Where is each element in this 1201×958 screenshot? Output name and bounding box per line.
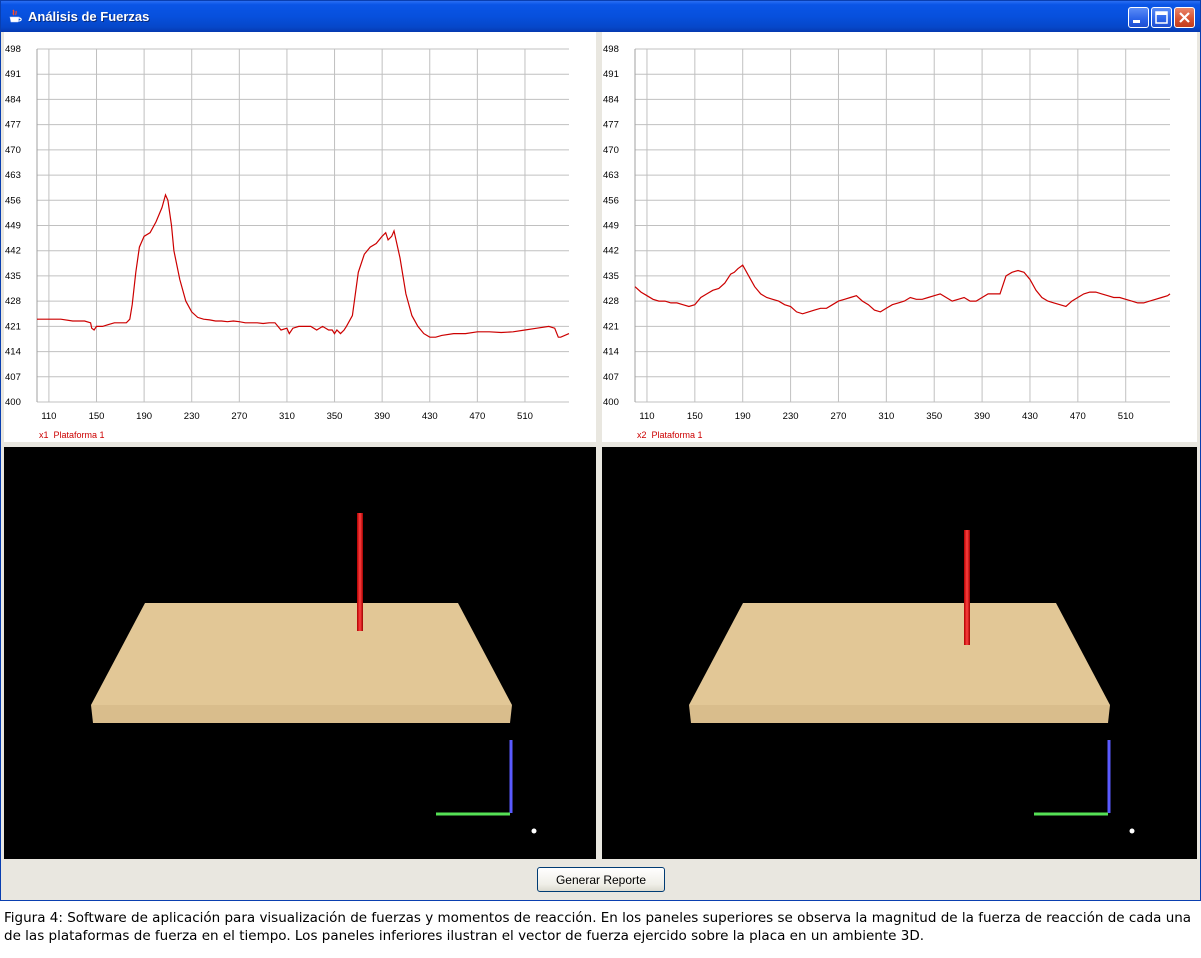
axis-z-dot [1129,828,1135,834]
y-tick-label: 421 [603,321,619,332]
x-tick-label: 510 [517,411,533,422]
scene-3d-left[interactable] [4,447,596,859]
force-platform [91,603,512,705]
force-platform-edge [689,705,1110,723]
force-chart-right: 498 491 484 477 470 463 456 449 442 435 428 421 414 4… [602,32,1197,442]
force-chart-left: 498 491 484 477 470 463 456 449 442 435 428 421 414 4… [4,32,596,442]
y-tick-label: 477 [5,120,21,131]
x-tick-label: 150 [687,411,703,422]
x-tick-label: 150 [89,411,105,422]
force-platform-edge [91,705,512,723]
chart-legend: x1 Plataforma 1 [39,430,105,440]
x-tick-label: 390 [374,411,390,422]
x-tick-label: 350 [926,411,942,422]
x-tick-label: 310 [878,411,894,422]
y-tick-label: 428 [5,296,21,307]
force-platform [689,603,1110,705]
x-tick-label: 110 [41,411,56,422]
series-line [37,193,570,338]
scene-3d-right[interactable] [602,447,1197,859]
x-tick-label: 230 [184,411,200,422]
x-tick-label: 510 [1118,411,1134,422]
chart-svg: 498 491 484 477 470 463 456 449 442 435 428 421 414 4… [603,44,1171,440]
y-tick-label: 456 [603,195,619,206]
y-tick-label: 428 [603,296,619,307]
x-tick-label: 190 [136,411,152,422]
y-tick-label: 498 [603,44,619,55]
axis-z-dot [531,828,537,834]
y-tick-label: 456 [5,195,21,206]
close-button[interactable] [1174,7,1195,28]
scene-svg [91,513,537,834]
y-tick-label: 414 [603,347,619,358]
y-tick-label: 463 [5,170,21,181]
x-tick-label: 310 [279,411,295,422]
java-app-icon [9,9,22,23]
x-tick-label: 190 [735,411,751,422]
y-tick-label: 484 [5,94,21,105]
client-area: 498 491 484 477 470 463 456 449 442 435 428 421 414 4… [4,32,1197,898]
maximize-icon [1155,11,1168,24]
x-tick-label: 470 [469,411,485,422]
y-tick-label: 414 [5,347,21,358]
close-icon [1179,12,1190,23]
scene-svg [689,530,1135,834]
force-vector [964,530,970,645]
y-tick-label: 407 [603,372,619,383]
y-tick-label: 400 [603,397,619,408]
y-tick-label: 491 [5,69,21,80]
y-tick-label: 435 [5,271,21,282]
x-tick-label: 470 [1070,411,1086,422]
x-tick-label: 430 [422,411,438,422]
x-tick-label: 430 [1022,411,1038,422]
y-tick-label: 498 [5,44,21,55]
y-tick-label: 449 [5,221,21,232]
maximize-button[interactable] [1151,7,1172,28]
y-tick-label: 477 [603,120,619,131]
y-tick-label: 442 [603,246,619,257]
x-tick-label: 110 [639,411,654,422]
y-tick-label: 449 [603,221,619,232]
generate-report-button[interactable]: Generar Reporte [537,867,665,892]
y-tick-label: 435 [603,271,619,282]
chart-legend: x2 Plataforma 1 [637,430,703,440]
y-tick-label: 421 [5,321,21,332]
y-tick-label: 484 [603,94,619,105]
window-title: Análisis de Fuerzas [28,9,150,24]
y-tick-label: 491 [603,69,619,80]
app-window: Análisis de Fuerzas 498 491 484 477 470 463 45… [0,0,1201,901]
y-tick-label: 400 [5,397,21,408]
figure-caption: Figura 4: Software de aplicación para vi… [4,910,1192,944]
series-line [634,264,1171,315]
chart-svg: 498 491 484 477 470 463 456 449 442 435 428 421 414 4… [5,44,570,440]
y-tick-label: 463 [603,170,619,181]
x-tick-label: 230 [783,411,799,422]
force-vector [357,513,363,631]
x-tick-label: 390 [974,411,990,422]
x-tick-label: 350 [327,411,343,422]
y-tick-label: 470 [603,145,619,156]
minimize-icon [1133,20,1140,23]
y-tick-label: 470 [5,145,21,156]
x-tick-label: 270 [831,411,847,422]
y-tick-label: 407 [5,372,21,383]
x-tick-label: 270 [231,411,247,422]
y-tick-label: 442 [5,246,21,257]
minimize-button[interactable] [1128,7,1149,28]
title-bar[interactable]: Análisis de Fuerzas [1,1,1200,32]
